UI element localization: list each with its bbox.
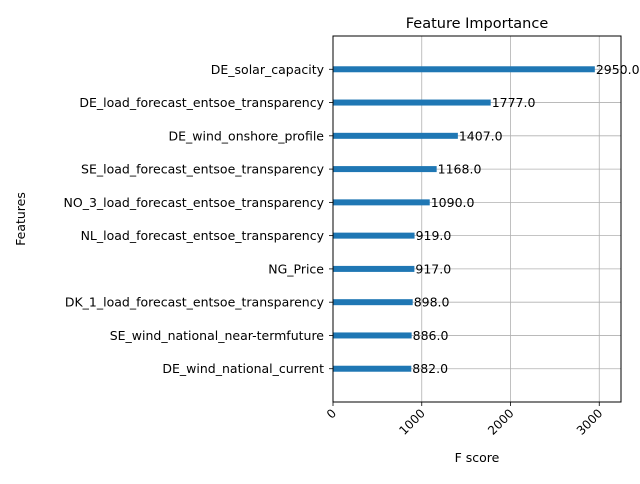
bars-layer [333,66,595,372]
y-tick-label: SE_wind_national_near-termfuture [110,328,325,343]
y-tick-label: DE_wind_onshore_profile [168,128,324,143]
bar [333,265,415,272]
y-tick-label: DK_1_load_forecast_entsoe_transparency [65,295,325,310]
bar-value-label: 919.0 [416,228,452,243]
y-tick-label: SE_load_forecast_entsoe_transparency [81,162,325,177]
bar-value-label: 882.0 [412,361,448,376]
x-axis-label: F score [455,450,500,465]
bar-value-label: 1090.0 [431,195,475,210]
bar-value-label: 2950.0 [596,62,640,77]
bar [333,299,413,306]
x-tick-label: 1000 [396,406,427,437]
x-tick-label: 3000 [574,406,605,437]
chart-title: Feature Importance [406,16,549,32]
y-tick-layer: DE_solar_capacity DE_load_forecast_entsoe… [64,62,333,376]
bar [333,66,595,73]
y-tick-label: NG_Price [268,261,324,276]
bar-value-label: 886.0 [413,328,449,343]
y-tick-label: DE_wind_national_current [162,361,324,376]
bar [333,99,491,106]
x-tick-layer: 0 1000 2000 3000 [324,402,605,438]
bar [333,199,430,206]
bar [333,332,412,339]
bar-value-label: 1777.0 [492,95,536,110]
bar [333,365,412,372]
x-tick-label: 0 [324,406,339,421]
y-tick-label: DE_solar_capacity [211,62,325,77]
bar [333,132,458,139]
bar-value-label: 917.0 [415,261,451,276]
grid-layer [332,36,621,402]
y-tick-label: DE_load_forecast_entsoe_transparency [79,95,324,110]
bar-value-label: 1168.0 [438,162,482,177]
y-tick-label: NO_3_load_forecast_entsoe_transparency [64,195,325,210]
bar [333,166,437,173]
bar [333,232,415,239]
x-tick-label: 2000 [485,406,516,437]
plot-frame [332,35,622,403]
bar-value-label: 898.0 [414,295,450,310]
y-tick-label: NL_load_forecast_entsoe_transparency [81,228,325,243]
y-axis-label: Features [13,192,28,246]
bar-value-label: 1407.0 [459,128,503,143]
value-label-layer: 2950.0 1777.0 1407.0 1168.0 1090.0 919.0 917.0… [412,62,639,376]
